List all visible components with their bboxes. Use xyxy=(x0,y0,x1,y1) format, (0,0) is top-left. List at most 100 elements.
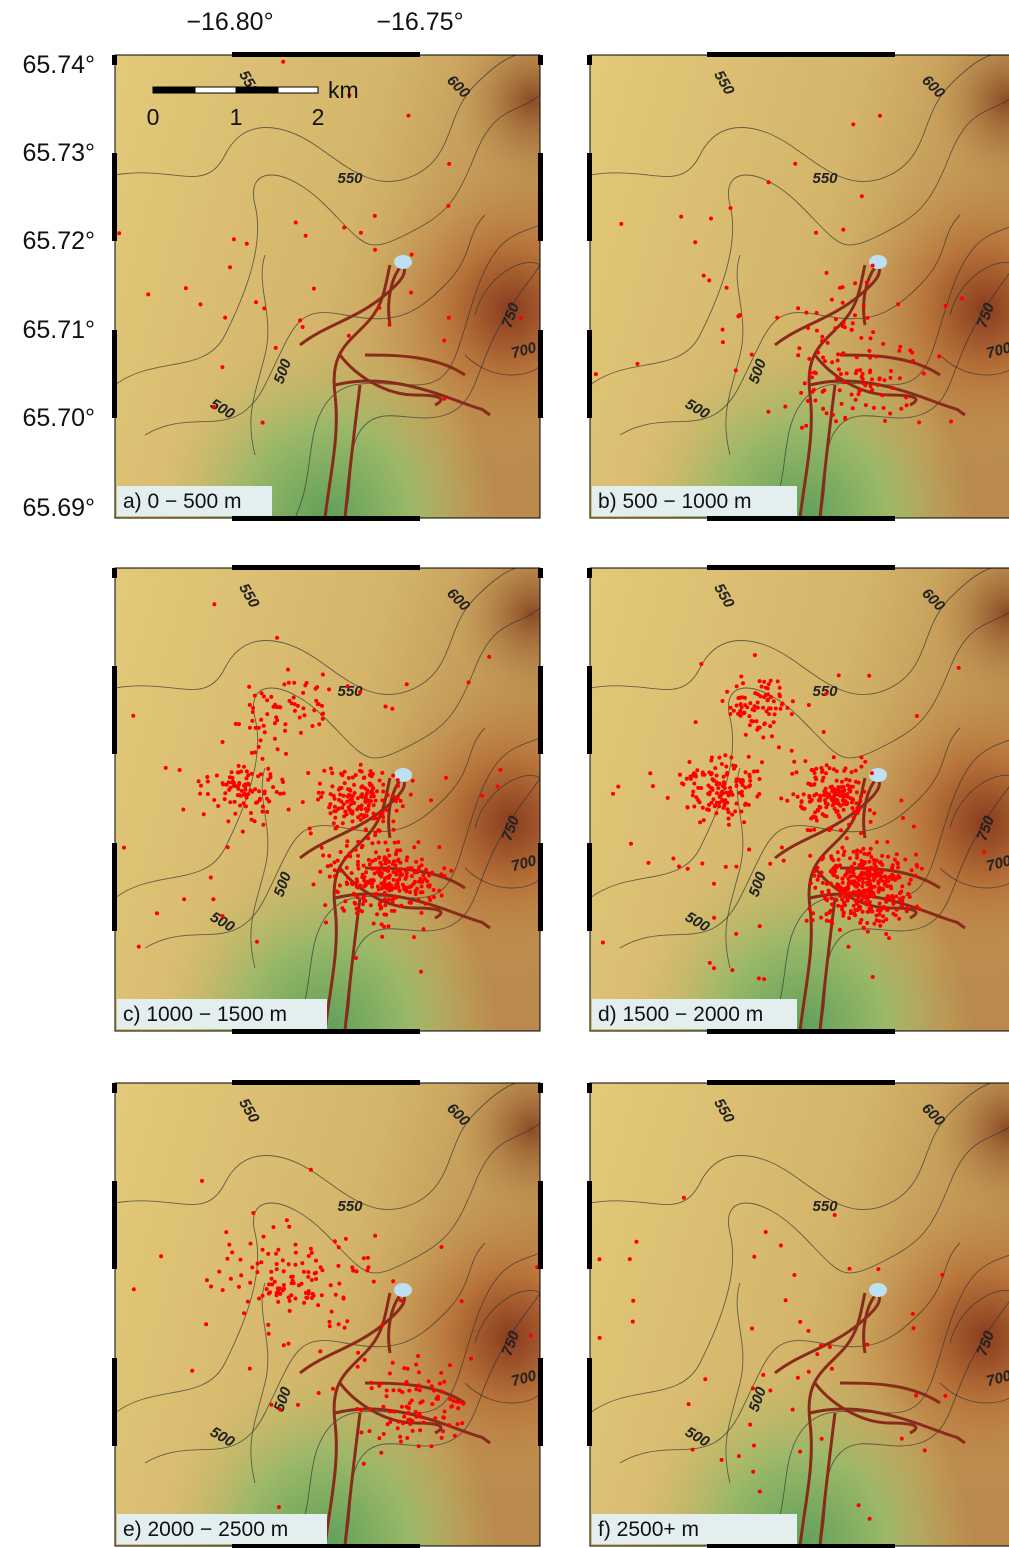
epicentre xyxy=(360,795,364,799)
epicentre xyxy=(824,912,828,916)
epicentre xyxy=(848,870,852,874)
latitude-label: 65.72° xyxy=(22,227,95,255)
epicentre xyxy=(841,324,845,328)
epicentre xyxy=(392,878,396,882)
epicentre xyxy=(723,753,727,757)
epicentre xyxy=(317,1391,321,1395)
epicentre xyxy=(275,1262,279,1266)
epicentre xyxy=(767,180,771,184)
frame-bar xyxy=(587,55,592,65)
epicentre xyxy=(260,691,264,695)
epicentre xyxy=(779,707,783,711)
epicentre xyxy=(422,1421,426,1425)
epicentre xyxy=(813,782,817,786)
epicentre xyxy=(247,783,251,787)
epicentre xyxy=(390,707,394,711)
panel-label: b) 500 − 1000 m xyxy=(598,490,752,513)
epicentre xyxy=(753,704,757,708)
epicentre xyxy=(281,780,285,784)
epicentre xyxy=(233,812,237,816)
epicentre xyxy=(848,856,852,860)
epicentre xyxy=(766,698,770,702)
epicentre xyxy=(808,907,812,911)
epicentre xyxy=(329,811,333,815)
map-panel: 550600550750700500500d) 1500 − 2000 m xyxy=(587,563,1009,1034)
epicentre xyxy=(496,784,500,788)
epicentre xyxy=(375,912,379,916)
epicentre xyxy=(903,858,907,862)
epicentre xyxy=(384,705,388,709)
epicentre xyxy=(873,885,877,889)
epicentre xyxy=(372,893,376,897)
epicentre xyxy=(691,790,695,794)
epicentre xyxy=(250,719,254,723)
epicentre xyxy=(735,777,739,781)
epicentre xyxy=(368,1407,372,1411)
epicentre xyxy=(867,349,871,353)
epicentre xyxy=(209,1285,213,1289)
epicentre xyxy=(791,792,795,796)
epicentre xyxy=(982,850,986,854)
epicentre xyxy=(739,675,743,679)
epicentre xyxy=(338,884,342,888)
epicentre xyxy=(767,706,771,710)
frame-bar xyxy=(232,516,420,521)
epicentre xyxy=(876,882,880,886)
epicentre xyxy=(414,870,418,874)
epicentre xyxy=(731,764,735,768)
epicentre xyxy=(779,1244,783,1248)
epicentre xyxy=(297,1283,301,1287)
epicentre xyxy=(372,1280,376,1284)
epicentre xyxy=(829,826,833,830)
epicentre xyxy=(202,812,206,816)
epicentre xyxy=(943,1394,947,1398)
epicentre xyxy=(816,866,820,870)
epicentre xyxy=(351,827,355,831)
epicentre xyxy=(688,760,692,764)
epicentre xyxy=(306,1270,310,1274)
epicentre xyxy=(261,1248,265,1252)
epicentre xyxy=(292,1281,296,1285)
epicentre xyxy=(216,804,220,808)
epicentre xyxy=(905,909,909,913)
epicentre xyxy=(821,407,825,411)
epicentre xyxy=(808,371,812,375)
epicentre xyxy=(861,881,865,885)
epicentre xyxy=(836,359,840,363)
epicentre xyxy=(246,1300,250,1304)
epicentre xyxy=(744,733,748,737)
epicentre xyxy=(818,805,822,809)
epicentre xyxy=(841,881,845,885)
frame-bar xyxy=(538,153,543,241)
epicentre xyxy=(327,687,331,691)
epicentre xyxy=(768,862,772,866)
epicentre xyxy=(409,291,413,295)
epicentre xyxy=(367,804,371,808)
epicentre xyxy=(852,862,856,866)
epicentre xyxy=(804,311,808,315)
epicentre xyxy=(278,1407,282,1411)
epicentre xyxy=(345,1319,349,1323)
epicentre xyxy=(813,886,817,890)
epicentre xyxy=(721,784,725,788)
epicentre xyxy=(830,360,834,364)
epicentre xyxy=(366,836,370,840)
epicentre xyxy=(878,114,882,118)
epicentre xyxy=(713,766,717,770)
epicentre xyxy=(874,355,878,359)
epicentre xyxy=(838,790,842,794)
map-panel: 550600550750700500500f) 2500+ m xyxy=(587,1078,1009,1548)
epicentre xyxy=(594,372,598,376)
epicentre xyxy=(370,1386,374,1390)
epicentre xyxy=(923,1448,927,1452)
epicentre xyxy=(722,775,726,779)
epicentre xyxy=(876,1267,880,1271)
epicentre xyxy=(257,745,261,749)
epicentre xyxy=(294,1251,298,1255)
epicentre xyxy=(337,1245,341,1249)
epicentre xyxy=(305,681,309,685)
epicentre xyxy=(228,800,232,804)
epicentre xyxy=(790,712,794,716)
epicentre xyxy=(253,750,257,754)
epicentre xyxy=(274,346,278,350)
